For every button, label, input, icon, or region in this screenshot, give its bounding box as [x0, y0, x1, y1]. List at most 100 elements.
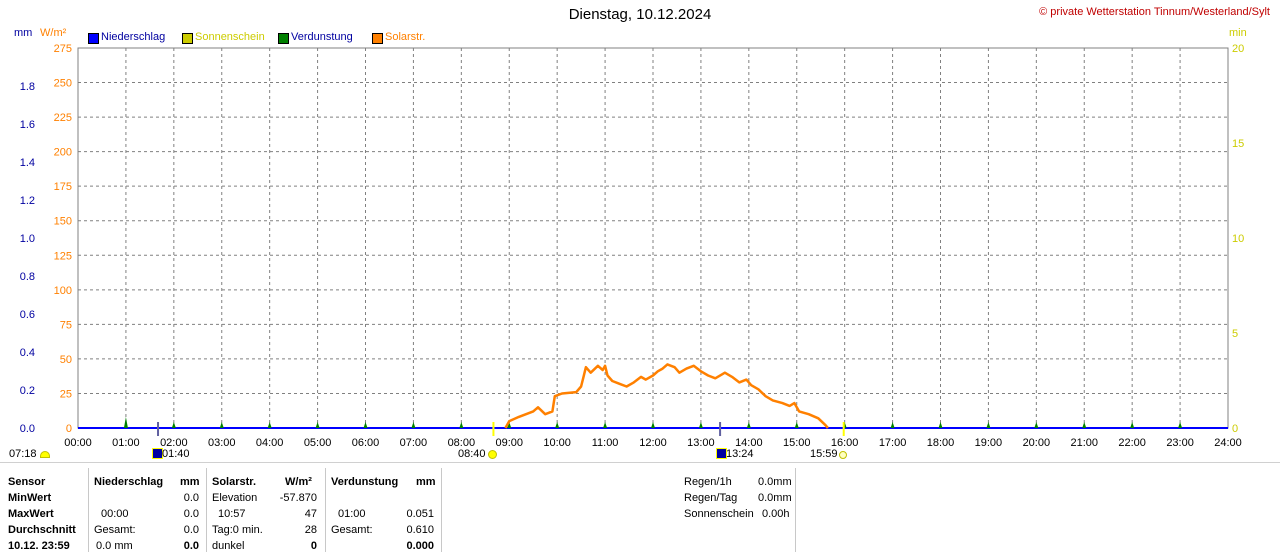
verdunstung-marker: [459, 422, 464, 428]
verdunstung-unit: mm: [416, 476, 436, 488]
x-tick-label: 05:00: [304, 437, 332, 449]
verdunstung-marker: [123, 417, 128, 428]
legend-swatch-solar: [372, 33, 383, 44]
y-tick-label-mm: 1.0: [20, 233, 35, 245]
verdunstung-marker: [986, 422, 991, 428]
y-tick-label-wm2: 25: [60, 388, 72, 400]
y-tick-label-wm2: 250: [54, 78, 72, 90]
mm-unit-label: mm: [14, 27, 33, 39]
sun-icon: [488, 450, 497, 459]
verdunstung-marker: [698, 422, 703, 428]
regen-tag-value: 0.0mm: [758, 492, 792, 504]
y-tick-label-mm: 0.8: [20, 271, 35, 283]
y-tick-label-wm2: 200: [54, 147, 72, 159]
solar-chart: 0.00.20.40.60.81.01.21.41.61.8 025507510…: [20, 43, 1245, 449]
table-top-rule: [0, 462, 1280, 463]
y-tick-label-min: 5: [1232, 328, 1238, 340]
y-tick-label-wm2: 50: [60, 354, 72, 366]
x-tick-label: 20:00: [1023, 437, 1051, 449]
y-tick-label-mm: 1.2: [20, 195, 35, 207]
sunrise-icon: [40, 451, 50, 458]
x-tick-label: 08:00: [448, 437, 476, 449]
x-tick-label: 06:00: [352, 437, 380, 449]
niederschlag-avg-sub: 0.0 mm: [96, 540, 133, 552]
verdunstung-max: 0.051: [406, 508, 434, 520]
legend-label-niederschlag: Niederschlag: [101, 31, 166, 43]
solar-dark: 0: [310, 540, 317, 552]
verdunstung-marker: [267, 422, 272, 428]
y-tick-label-wm2: 175: [54, 181, 72, 193]
y-tick-label-wm2: 225: [54, 112, 72, 124]
x-tick-label: 07:00: [400, 437, 428, 449]
table-divider-1: [88, 468, 89, 552]
niederschlag-max-time: 00:00: [101, 508, 129, 520]
sunset-time: 15:59: [810, 448, 838, 460]
y-tick-label-min: 10: [1232, 233, 1244, 245]
x-axis: 00:00 01:00 02:00 03:00 04:00 05:00 06:00 07:00…: [64, 427, 1242, 449]
min-unit-label: min: [1229, 27, 1247, 39]
x-tick-label: 16:00: [831, 437, 859, 449]
table-divider-4: [441, 468, 442, 552]
solar-elev: -57.870: [279, 492, 317, 504]
niederschlag-total-label: Gesamt:: [94, 524, 136, 536]
verdunstung-marker: [603, 422, 608, 428]
y-axis-wm2: 0 25 50 75 100 125 150 175 200 225 250 275: [54, 43, 72, 435]
verdunstung-marker: [219, 422, 224, 428]
verdunstung-marker: [1130, 422, 1135, 428]
x-tick-label: 13:00: [687, 437, 715, 449]
verdunstung-title: Verdunstung: [331, 476, 399, 488]
y-tick-label-mm: 0.2: [20, 385, 35, 397]
y-tick-label-min: 20: [1232, 43, 1244, 55]
plot-frame: [77, 47, 1229, 429]
x-tick-label: 11:00: [592, 437, 619, 449]
x-tick-label: 15:00: [783, 437, 811, 449]
verdunstung-marker: [507, 422, 512, 428]
y-tick-label-wm2: 275: [54, 43, 72, 55]
x-tick-label: 03:00: [208, 437, 236, 449]
x-tick-label: 22:00: [1118, 437, 1146, 449]
y-axis-min: 0 5 10 15 20: [1232, 43, 1244, 435]
solar-dark-label: dunkel: [212, 540, 245, 552]
solar-title: Solarstr.: [212, 476, 257, 488]
x-tick-label: 01:00: [112, 437, 140, 449]
y-axis-mm: 0.0 0.2 0.4 0.6 0.8 1.0 1.2 1.4 1.6 1.8: [20, 81, 35, 435]
x-tick-label: 10:00: [543, 437, 571, 449]
table-divider-3: [325, 468, 326, 552]
x-tick-label: 04:00: [256, 437, 284, 449]
y-tick-label-mm: 0.4: [20, 347, 35, 359]
verdunstung-marker: [555, 422, 560, 428]
y-tick-label-mm: 1.6: [20, 119, 35, 131]
table-divider-5: [795, 468, 796, 552]
evaporation-markers: [123, 417, 1183, 436]
y-tick-label-min: 15: [1232, 138, 1244, 150]
moonrise-time: 13:24: [726, 448, 754, 460]
noon-mark-time: 08:40: [458, 448, 486, 460]
row-label-max: MaxWert: [8, 508, 54, 520]
copyright-text: © private Wetterstation Tinnum/Westerlan…: [1039, 6, 1270, 18]
niederschlag-title: Niederschlag: [94, 476, 164, 488]
verdunstung-marker: [746, 422, 751, 428]
x-tick-label: 18:00: [927, 437, 955, 449]
y-tick-label-wm2: 0: [66, 423, 72, 435]
verdunstung-marker: [1034, 422, 1039, 428]
legend-swatch-sonnenschein: [182, 33, 193, 44]
wm2-unit-label: W/m²: [40, 27, 67, 39]
verdunstung-max-time: 01:00: [338, 508, 366, 520]
x-tick-label: 21:00: [1070, 437, 1098, 449]
y-tick-label-mm: 0.0: [20, 423, 35, 435]
niederschlag-min: 0.0: [183, 492, 199, 504]
legend-swatch-niederschlag: [88, 33, 99, 44]
verdunstung-marker: [651, 422, 655, 428]
solar-max: 47: [304, 508, 317, 520]
regen-1h-value: 0.0mm: [758, 476, 792, 488]
x-tick-label: 12:00: [639, 437, 667, 449]
verdunstung-marker: [1178, 422, 1183, 428]
regen-tag-label: Regen/Tag: [684, 492, 738, 504]
verdunstung-marker: [363, 422, 368, 428]
table-divider-2: [206, 468, 207, 552]
x-tick-label: 24:00: [1214, 437, 1242, 449]
solar-elev-label: Elevation: [212, 492, 258, 504]
x-tick-label: 17:00: [879, 437, 907, 449]
y-tick-label-wm2: 125: [54, 250, 72, 262]
row-label-min: MinWert: [8, 492, 52, 504]
